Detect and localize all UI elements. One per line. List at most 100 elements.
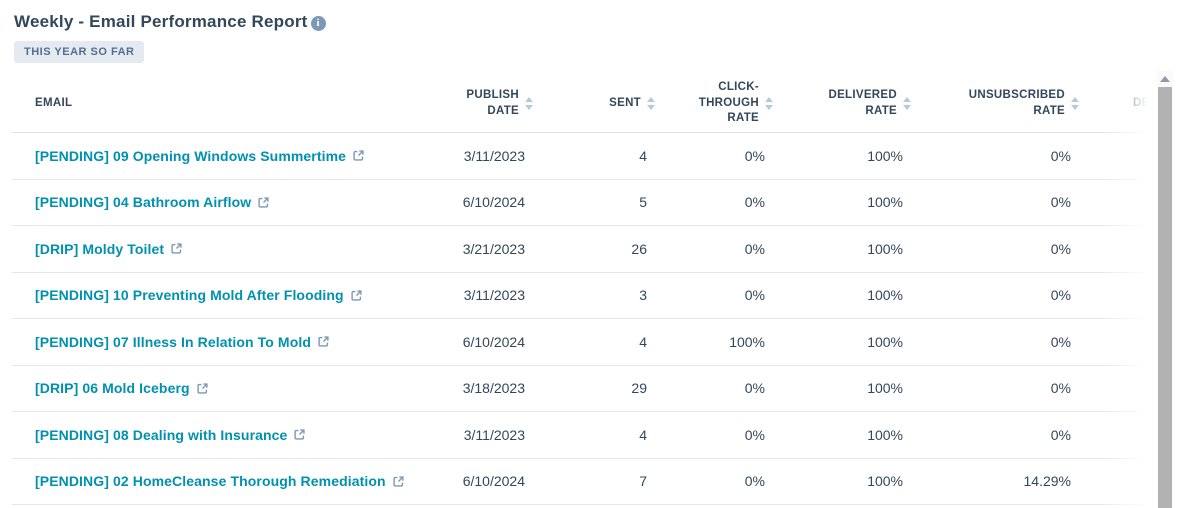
external-link-icon[interactable]: [317, 335, 330, 348]
unsubscribed-rate-cell: 0%: [1050, 147, 1071, 164]
table-row: [PENDING] 07 Illness In Relation To Mold…: [12, 319, 1157, 366]
click-through-rate-cell: 0%: [744, 380, 765, 397]
column-header-sent[interactable]: SENT: [533, 96, 655, 112]
publish-date-cell: 6/10/2024: [462, 333, 525, 350]
scroll-up-arrow-icon[interactable]: [1157, 71, 1173, 86]
report-title: Weekly - Email Performance Report: [14, 12, 308, 31]
report-header: Weekly - Email Performance Report i THIS…: [0, 0, 1177, 63]
table-row: [PENDING] 08 Dealing with Insurance 3/11…: [12, 412, 1157, 459]
table-row: [DRIP] 06 Mold Iceberg 3/18/2023 29 0% 1…: [12, 366, 1157, 412]
email-cell: [PENDING] 08 Dealing with Insurance: [12, 427, 421, 443]
column-header-unsubscribed-rate[interactable]: UNSUBSCRIBED RATE: [911, 88, 1079, 119]
sort-arrows-icon: [525, 97, 533, 110]
publish-date-cell: 3/11/2023: [463, 426, 525, 443]
publish-date-cell: 6/10/2024: [462, 473, 525, 490]
unsubscribed-rate-cell: 0%: [1050, 287, 1071, 304]
column-header-click-through-rate[interactable]: CLICK-THROUGH RATE: [655, 80, 773, 127]
delivered-rate-cell: 100%: [867, 380, 903, 397]
delivered-rate-cell: 100%: [867, 473, 903, 490]
delivered-rate-cell: 100%: [867, 194, 903, 211]
unsubscribed-rate-cell: 0%: [1050, 240, 1071, 257]
delivered-rate-cell: 100%: [867, 333, 903, 350]
sent-cell: 5: [639, 194, 647, 211]
email-cell: [PENDING] 09 Opening Windows Summertime: [12, 148, 421, 164]
sort-arrows-icon: [765, 96, 773, 110]
click-through-rate-cell: 0%: [744, 287, 765, 304]
email-cell: [PENDING] 02 HomeCleanse Thorough Remedi…: [12, 473, 421, 489]
sent-cell: 4: [639, 333, 647, 350]
external-link-icon[interactable]: [392, 475, 405, 488]
column-label: PUBLISH DATE: [466, 88, 519, 117]
email-cell: [PENDING] 04 Bathroom Airflow: [12, 194, 421, 210]
email-cell: [PENDING] 10 Preventing Mold After Flood…: [12, 287, 421, 303]
external-link-icon[interactable]: [350, 289, 363, 302]
delivered-rate-cell: 100%: [867, 240, 903, 257]
external-link-icon[interactable]: [293, 428, 306, 441]
table-row: [PENDING] 04 Bathroom Airflow 6/10/2024 …: [12, 180, 1157, 226]
publish-date-cell: 3/21/2023: [462, 240, 525, 257]
click-through-rate-cell: 100%: [729, 333, 765, 350]
click-through-rate-cell: 0%: [744, 194, 765, 211]
click-through-rate-cell: 0%: [744, 240, 765, 257]
column-header-email[interactable]: EMAIL: [12, 96, 421, 112]
unsubscribed-rate-cell: 0%: [1050, 380, 1071, 397]
email-link[interactable]: [PENDING] 09 Opening Windows Summertime: [35, 147, 347, 164]
unsubscribed-rate-cell: 0%: [1050, 333, 1071, 350]
column-label: EMAIL: [35, 96, 73, 109]
external-link-icon[interactable]: [257, 196, 270, 209]
external-link-icon[interactable]: [170, 242, 183, 255]
email-link[interactable]: [DRIP] Moldy Toilet: [35, 240, 165, 257]
sort-arrows-icon: [647, 96, 655, 110]
table-header-row: EMAIL PUBLISH DATE SENT CLICK-THROUGH RA…: [12, 75, 1157, 133]
column-label: CLICK-THROUGH RATE: [698, 81, 759, 125]
column-label: SENT: [609, 96, 641, 109]
click-through-rate-cell: 0%: [744, 147, 765, 164]
click-through-rate-cell: 0%: [744, 473, 765, 490]
sort-arrows-icon: [903, 97, 911, 110]
sent-cell: 4: [639, 426, 647, 443]
email-link[interactable]: [PENDING] 10 Preventing Mold After Flood…: [35, 287, 344, 304]
email-cell: [PENDING] 07 Illness In Relation To Mold: [12, 334, 421, 350]
info-icon[interactable]: i: [310, 15, 326, 31]
email-link[interactable]: [PENDING] 02 HomeCleanse Thorough Remedi…: [35, 473, 386, 490]
external-link-icon[interactable]: [196, 382, 209, 395]
unsubscribed-rate-cell: 14.29%: [1023, 473, 1071, 490]
publish-date-cell: 3/11/2023: [463, 287, 525, 304]
email-link[interactable]: [PENDING] 08 Dealing with Insurance: [35, 426, 288, 443]
email-cell: [DRIP] 06 Mold Iceberg: [12, 380, 421, 396]
email-performance-table: EMAIL PUBLISH DATE SENT CLICK-THROUGH RA…: [12, 75, 1157, 505]
vertical-scrollbar[interactable]: [1157, 71, 1173, 508]
sent-cell: 29: [631, 380, 647, 397]
unsubscribed-rate-cell: 0%: [1050, 194, 1071, 211]
table-row: [PENDING] 09 Opening Windows Summertime …: [12, 133, 1157, 180]
scrollbar-thumb[interactable]: [1158, 87, 1172, 508]
column-label: DELIVERED RATE: [828, 88, 897, 117]
sent-cell: 26: [631, 240, 647, 257]
sent-cell: 3: [639, 287, 647, 304]
delivered-rate-cell: 100%: [867, 287, 903, 304]
column-label: UNSUBSCRIBED RATE: [968, 88, 1065, 117]
external-link-icon[interactable]: [352, 149, 365, 162]
column-header-delivered-rate[interactable]: DELIVERED RATE: [773, 88, 911, 119]
table-row: [PENDING] 02 HomeCleanse Thorough Remedi…: [12, 459, 1157, 505]
publish-date-cell: 3/11/2023: [463, 147, 525, 164]
column-label: DELI: [1133, 96, 1157, 109]
delivered-rate-cell: 100%: [867, 426, 903, 443]
unsubscribed-rate-cell: 0%: [1050, 426, 1071, 443]
sort-arrows-icon: [1071, 97, 1079, 110]
delivered-rate-cell: 100%: [867, 147, 903, 164]
email-link[interactable]: [PENDING] 04 Bathroom Airflow: [35, 194, 252, 211]
publish-date-cell: 3/18/2023: [462, 380, 525, 397]
email-link[interactable]: [DRIP] 06 Mold Iceberg: [35, 380, 190, 397]
sent-cell: 4: [639, 147, 647, 164]
table-row: [DRIP] Moldy Toilet 3/21/2023 26 0% 100%…: [12, 226, 1157, 273]
column-header-deliverability-truncated[interactable]: DELI: [1079, 96, 1157, 112]
publish-date-cell: 6/10/2024: [462, 194, 525, 211]
click-through-rate-cell: 0%: [744, 426, 765, 443]
sent-cell: 7: [639, 473, 647, 490]
table-row: [PENDING] 10 Preventing Mold After Flood…: [12, 273, 1157, 319]
column-header-publish-date[interactable]: PUBLISH DATE: [421, 88, 533, 119]
email-link[interactable]: [PENDING] 07 Illness In Relation To Mold: [35, 333, 311, 350]
email-cell: [DRIP] Moldy Toilet: [12, 241, 421, 257]
